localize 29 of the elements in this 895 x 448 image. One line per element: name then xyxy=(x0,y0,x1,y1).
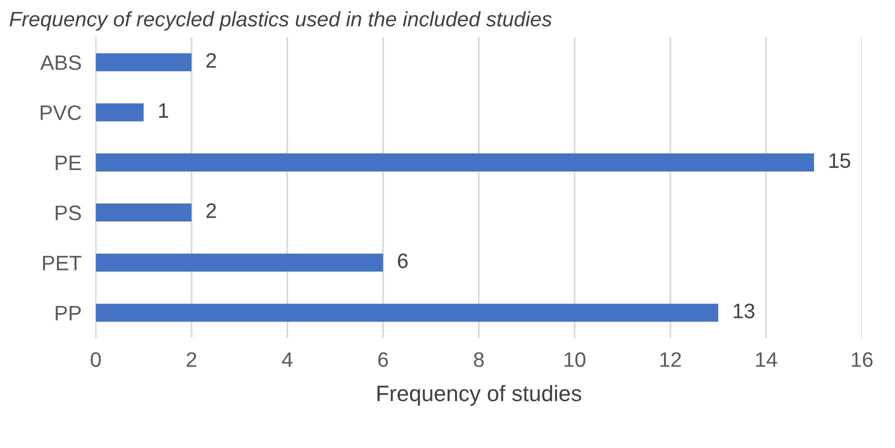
x-tick-label: 8 xyxy=(474,352,484,367)
bar xyxy=(96,153,814,172)
data-label: 2 xyxy=(206,53,216,68)
y-tick-label: ABS xyxy=(40,55,81,70)
data-label: 15 xyxy=(829,153,850,168)
bar xyxy=(96,204,192,222)
bar xyxy=(96,304,718,322)
x-tick-label: 2 xyxy=(186,352,196,367)
y-tick-label: PP xyxy=(56,306,81,320)
y-tick-label: PS xyxy=(56,206,81,220)
data-label: 2 xyxy=(206,203,216,218)
bar xyxy=(96,53,192,72)
data-label: 6 xyxy=(398,253,408,268)
x-axis-title: Frequency of studies xyxy=(378,384,582,406)
x-tick-label: 10 xyxy=(564,352,586,367)
bar xyxy=(96,254,384,272)
x-tick-label: 16 xyxy=(852,352,873,367)
bar xyxy=(96,103,144,122)
y-tick-label: PET xyxy=(43,256,82,270)
x-tick-label: 14 xyxy=(756,352,778,367)
chart-title: Frequency of recycled plastics used in the included studies xyxy=(10,11,552,31)
y-tick-label: PE xyxy=(56,156,81,170)
data-label: 1 xyxy=(159,103,168,118)
x-tick-label: 4 xyxy=(282,352,292,367)
y-tick-label: PVC xyxy=(40,105,82,120)
data-label: 13 xyxy=(734,304,754,318)
x-tick-label: 6 xyxy=(378,352,388,367)
x-tick-label: 0 xyxy=(90,352,101,367)
x-tick-label: 12 xyxy=(660,352,681,367)
